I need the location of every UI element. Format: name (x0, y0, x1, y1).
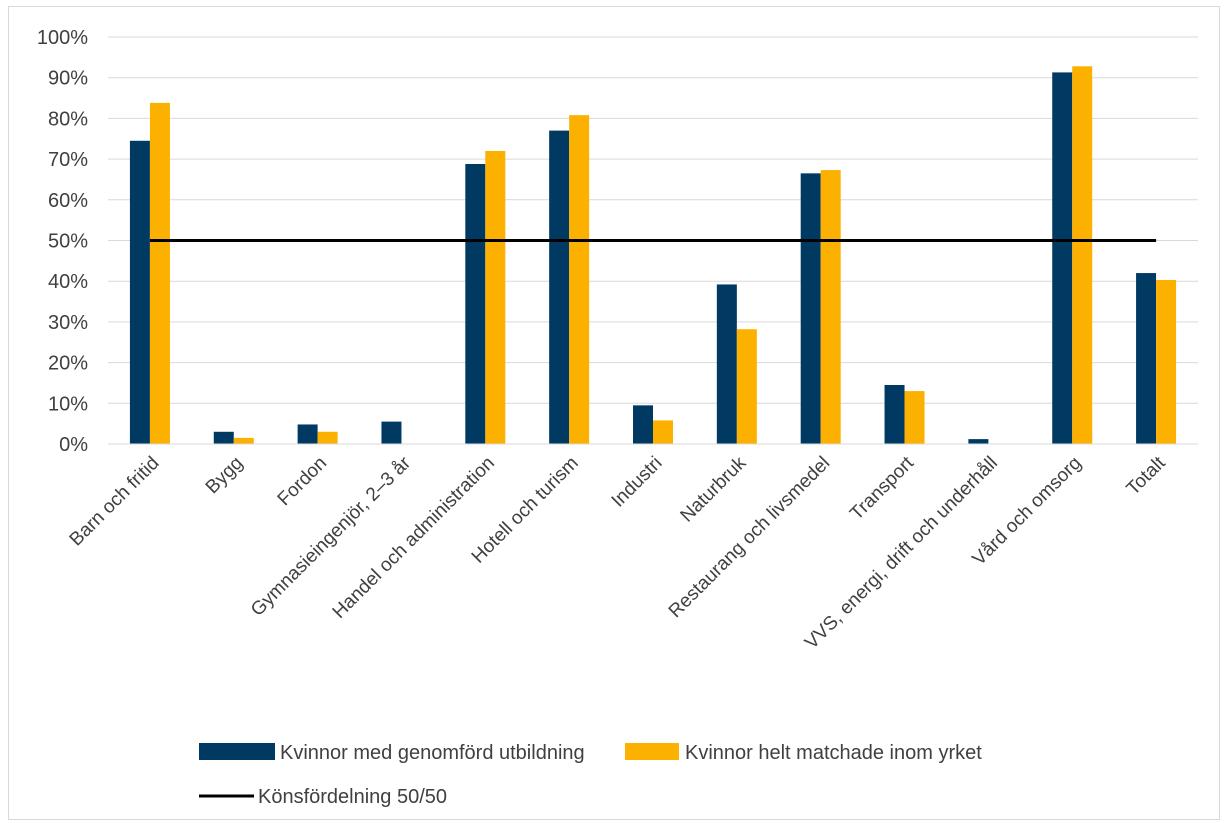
y-tick-label: 30% (48, 312, 88, 334)
bar-series-2 (905, 391, 925, 444)
bar-series-1 (633, 405, 653, 444)
y-tick-label: 90% (48, 68, 88, 90)
bar-series-1 (298, 424, 318, 444)
y-tick-label: 20% (48, 353, 88, 375)
bar-series-2 (569, 115, 589, 444)
bar-series-1 (885, 385, 905, 444)
legend-swatch-series-1 (199, 743, 275, 760)
bar-series-1 (130, 141, 150, 444)
x-category-label: Restaurang och livsmedel (665, 453, 834, 622)
legend: Kvinnor med genomförd utbildning Kvinnor… (199, 742, 982, 808)
y-tick-label: 70% (48, 149, 88, 171)
bar-series-2 (1072, 66, 1092, 444)
x-category-label: Fordon (274, 453, 331, 510)
x-category-label: Handel och administration (329, 453, 499, 623)
bars (130, 66, 1176, 444)
bar-series-2 (653, 420, 673, 444)
bar-series-2 (737, 329, 757, 444)
x-category-label: Barn och fritid (66, 453, 164, 551)
bar-series-1 (801, 173, 821, 444)
bar-series-2 (150, 103, 170, 444)
x-axis-category-labels: Barn och fritid Bygg FordonGymnasieingenjö… (66, 452, 1170, 653)
bar-series-1 (549, 131, 569, 444)
y-tick-label: 40% (48, 271, 88, 293)
y-tick-label: 80% (48, 108, 88, 130)
x-category-label: Industri (608, 453, 667, 512)
x-category-label: Gymnasieingenjör, 2–3 år (247, 452, 415, 620)
bar-series-1 (717, 284, 737, 444)
y-tick-label: 60% (48, 190, 88, 212)
bar-series-1 (1136, 273, 1156, 444)
legend-label-series-1: Kvinnor med genomförd utbildning (280, 742, 585, 764)
x-category-label: Totalt (1123, 452, 1170, 499)
bar-series-1 (381, 422, 401, 444)
bar-series-2 (821, 170, 841, 444)
bar-series-1 (1052, 72, 1072, 444)
y-tick-label: 0% (59, 434, 88, 456)
legend-label-reference-line: Könsfördelning 50/50 (258, 786, 447, 808)
y-tick-label: 10% (48, 393, 88, 415)
x-category-label: Naturbruk (677, 452, 751, 526)
legend-swatch-series-2 (625, 743, 679, 760)
bar-series-1 (214, 432, 234, 444)
y-tick-label: 50% (48, 231, 88, 253)
bar-series-2 (318, 432, 338, 444)
x-category-label: Bygg (202, 453, 247, 498)
bar-series-2 (234, 438, 254, 444)
bar-series-2 (1156, 280, 1176, 444)
bar-series-1 (968, 439, 988, 444)
legend-label-series-2: Kvinnor helt matchade inom yrket (685, 742, 982, 764)
bar-series-1 (465, 164, 485, 444)
y-tick-label: 100% (37, 27, 88, 49)
bar-series-2 (485, 151, 505, 444)
y-axis-tick-labels: 0% 10% 20% 30% 40% 50% 60% 70% 80% 90% 100% (37, 27, 88, 456)
x-category-label: Transport (846, 452, 918, 524)
